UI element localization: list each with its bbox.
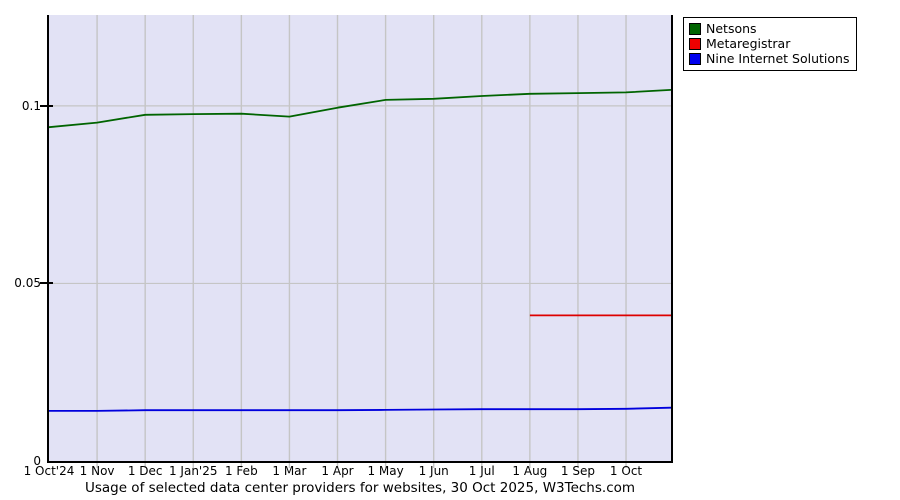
x-tick-label: 1 Feb: [224, 464, 258, 478]
y-tick-label: 0: [33, 454, 41, 468]
legend-item-nine-internet-solutions: Nine Internet Solutions: [689, 52, 849, 66]
metaregistrar-color-swatch: [689, 38, 701, 50]
x-tick-label: 1 Nov: [79, 464, 115, 478]
legend-label-nine-internet-solutions: Nine Internet Solutions: [706, 51, 850, 66]
legend-item-metaregistrar: Metaregistrar: [689, 37, 849, 51]
series-line-nine-internet-solutions: [49, 406, 672, 412]
plot-area: [47, 15, 673, 468]
x-tick-label: 1 Jul: [468, 464, 495, 478]
x-tick-label: 1 Apr: [321, 464, 354, 478]
legend-label-netsons: Netsons: [706, 21, 757, 36]
series-line-netsons: [48, 89, 672, 129]
x-tick-label: 1 Aug: [512, 464, 548, 478]
y-tick-mark: [40, 104, 53, 107]
x-tick-label: 1 Sep: [560, 464, 595, 478]
x-tick-label: 1 Oct'24: [23, 464, 75, 478]
x-tick-label: 1 Jan'25: [168, 464, 218, 478]
legend-label-metaregistrar: Metaregistrar: [706, 36, 791, 51]
netsons-color-swatch: [689, 23, 701, 35]
y-tick-label: 0.05: [14, 276, 41, 291]
nine-internet-solutions-color-swatch: [689, 53, 701, 65]
x-tick-label: 1 Oct: [609, 464, 643, 478]
y-tick-label: 0.1: [21, 98, 41, 113]
y-tick-mark: [40, 282, 53, 285]
legend: Netsons Metaregistrar Nine Internet Solu…: [683, 17, 858, 71]
x-tick-label: 1 May: [367, 464, 404, 478]
legend-item-netsons: Netsons: [689, 22, 849, 36]
x-tick-label: 1 Jun: [418, 464, 449, 478]
plot-canvas: [48, 15, 672, 468]
x-tick-label: 1 Dec: [127, 464, 163, 478]
x-tick-label: 1 Mar: [272, 464, 307, 478]
chart-title: Usage of selected data center providers …: [84, 480, 636, 496]
